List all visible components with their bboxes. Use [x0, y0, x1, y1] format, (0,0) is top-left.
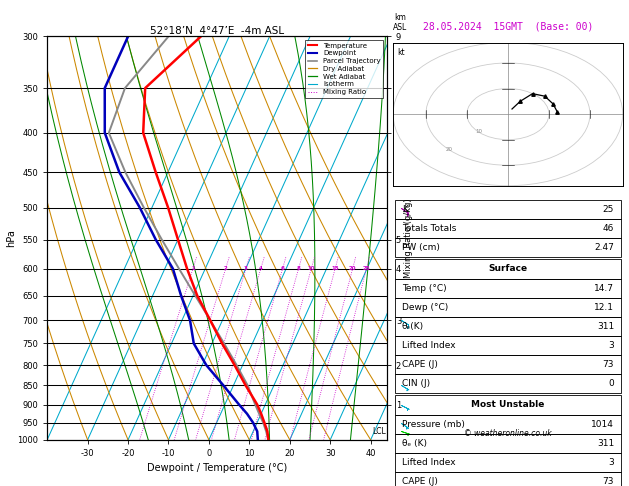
Text: 1014: 1014 [591, 420, 614, 429]
Text: 25: 25 [603, 205, 614, 214]
Title: 52°18’N  4°47’E  -4m ASL: 52°18’N 4°47’E -4m ASL [150, 26, 284, 35]
X-axis label: Dewpoint / Temperature (°C): Dewpoint / Temperature (°C) [147, 464, 287, 473]
Text: CAPE (J): CAPE (J) [402, 477, 438, 486]
Text: 25: 25 [363, 266, 370, 271]
Text: © weatheronline.co.uk: © weatheronline.co.uk [464, 429, 552, 438]
Text: 3: 3 [244, 266, 248, 271]
Text: 28.05.2024  15GMT  (Base: 00): 28.05.2024 15GMT (Base: 00) [423, 21, 593, 32]
Text: Totals Totals: Totals Totals [402, 224, 456, 233]
Text: K: K [402, 205, 408, 214]
Text: 10: 10 [308, 266, 315, 271]
Text: 14.7: 14.7 [594, 284, 614, 293]
Text: θₑ(K): θₑ(K) [402, 322, 424, 331]
Y-axis label: Mixing Ratio (g/kg): Mixing Ratio (g/kg) [404, 198, 413, 278]
Text: Surface: Surface [488, 264, 528, 273]
Text: Lifted Index: Lifted Index [402, 341, 455, 350]
Text: 20: 20 [349, 266, 357, 271]
Text: 10: 10 [475, 128, 482, 134]
Text: 3: 3 [608, 458, 614, 467]
Text: Temp (°C): Temp (°C) [402, 284, 447, 293]
Text: 12.1: 12.1 [594, 303, 614, 312]
Text: 2: 2 [224, 266, 228, 271]
Text: CAPE (J): CAPE (J) [402, 360, 438, 369]
Text: Dewp (°C): Dewp (°C) [402, 303, 448, 312]
Text: 311: 311 [597, 322, 614, 331]
Text: 15: 15 [331, 266, 339, 271]
Text: CIN (J): CIN (J) [402, 379, 430, 388]
Text: 1: 1 [191, 266, 195, 271]
Y-axis label: hPa: hPa [6, 229, 16, 247]
Text: PW (cm): PW (cm) [402, 243, 440, 252]
Legend: Temperature, Dewpoint, Parcel Trajectory, Dry Adiabat, Wet Adiabat, Isotherm, Mi: Temperature, Dewpoint, Parcel Trajectory… [305, 40, 383, 98]
Text: LCL: LCL [372, 427, 386, 436]
Text: kt: kt [398, 48, 405, 57]
Text: 311: 311 [597, 439, 614, 448]
Text: θₑ (K): θₑ (K) [402, 439, 426, 448]
Text: 6: 6 [281, 266, 284, 271]
Text: 2.47: 2.47 [594, 243, 614, 252]
Text: 3: 3 [608, 341, 614, 350]
Text: 73: 73 [603, 477, 614, 486]
Text: km
ASL: km ASL [393, 13, 408, 33]
Text: 73: 73 [603, 360, 614, 369]
Text: Pressure (mb): Pressure (mb) [402, 420, 465, 429]
Text: 0: 0 [608, 379, 614, 388]
Text: 4: 4 [259, 266, 263, 271]
Text: Most Unstable: Most Unstable [471, 400, 545, 409]
Text: 8: 8 [297, 266, 301, 271]
Text: 20: 20 [445, 147, 452, 152]
Text: 46: 46 [603, 224, 614, 233]
Text: Lifted Index: Lifted Index [402, 458, 455, 467]
